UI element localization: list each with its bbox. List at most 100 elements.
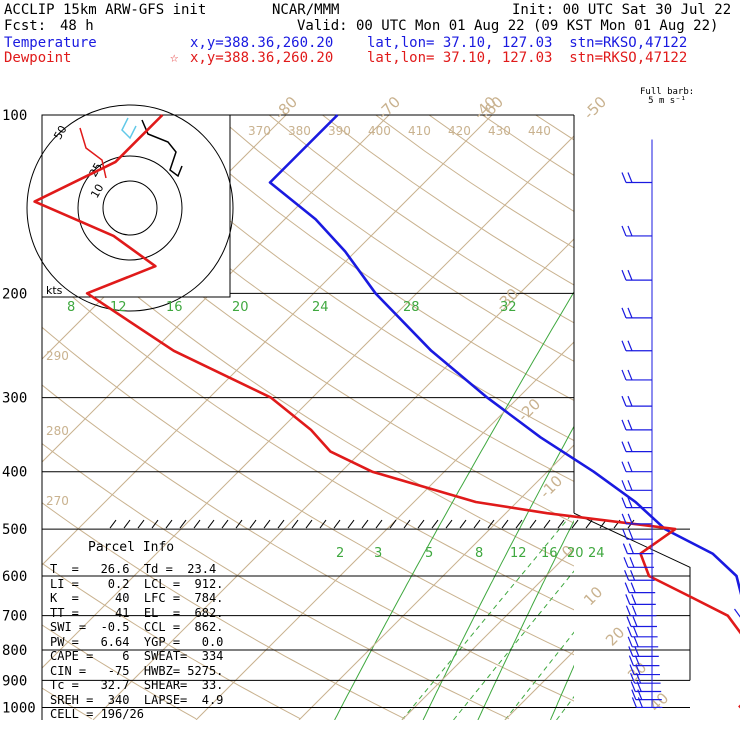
wind-barb-flag: [626, 616, 632, 627]
parcel-info-row: K = 40 LFC = 784.: [50, 591, 224, 605]
hatch-mark: [319, 519, 327, 529]
temperature-profile-line: [268, 114, 740, 596]
parcel-info-row: SREH = 340 LAPSE= 4.9: [50, 692, 224, 707]
mixing-ratio-label: 3: [374, 546, 382, 561]
theta-label: 440: [528, 124, 551, 138]
wind-barb-flag: [637, 689, 643, 700]
wind-barb-flag: [631, 697, 637, 708]
wind-barb-flag: [629, 664, 635, 675]
wind-barb-flag: [627, 269, 633, 281]
isotherm-label: -70: [374, 93, 404, 123]
parcel-info-row: CAPE = 6 SWEAT= 334: [50, 649, 224, 663]
wind-barb-flag: [630, 681, 636, 692]
init-time: Init: 00 UTC Sat 30 Jul 22: [512, 2, 732, 18]
hatch-mark: [137, 519, 145, 529]
wind-barb-flag: [627, 225, 633, 237]
hatch-mark: [193, 519, 201, 529]
theta-label: 280: [46, 424, 69, 438]
theta-label: 270: [46, 494, 69, 508]
dry-adiabat-line: [428, 115, 574, 213]
wind-barb-flag: [621, 225, 627, 237]
isotherms: [42, 115, 740, 720]
wind-barb-flag: [621, 497, 627, 508]
wind-barb-flag: [627, 369, 633, 381]
hatch-mark: [501, 519, 509, 529]
parcel-info-row: SWI = -0.5 CCL = 862.: [50, 620, 224, 634]
wind-barb-flag: [636, 681, 642, 692]
moist-adiabat-line: [608, 472, 740, 720]
mixing-ratio-label: 16: [166, 300, 183, 315]
isotherm-label: 10: [580, 583, 606, 609]
hatch-mark: [235, 519, 243, 529]
hatch-mark: [585, 519, 593, 529]
dry-adiabat-line: [42, 384, 574, 702]
pressure-tick-label: 500: [2, 522, 27, 538]
parcel-info-row: T = 26.6 Td = 23.4: [50, 562, 217, 576]
theta-label: 370: [248, 124, 271, 138]
moist-adiabat-line: [401, 510, 574, 720]
hatch-mark: [109, 519, 117, 529]
hodograph-ring-label: 10: [88, 182, 106, 201]
hatch-mark: [305, 519, 313, 529]
isotherm-line: [42, 115, 493, 566]
wind-barb-flag: [632, 616, 638, 627]
hatch-mark: [277, 519, 285, 529]
wind-barb-flag: [621, 307, 627, 319]
wind-barb-flag: [627, 636, 633, 648]
wind-barb-flag: [627, 497, 633, 508]
hatch-mark: [151, 519, 159, 529]
mixing-ratio-label: 20: [567, 546, 584, 561]
mixing-ratio-label: 8: [475, 546, 483, 561]
wind-barb-flag: [621, 480, 627, 491]
hatch-mark: [389, 519, 397, 529]
wind-barb-flag: [637, 697, 643, 708]
wind-barb-flag: [627, 513, 633, 525]
hatch-mark: [207, 519, 215, 529]
isotherm-line: [711, 115, 740, 720]
wind-barb-flag: [629, 557, 635, 568]
mixing-ratio-line: [477, 519, 574, 720]
pressure-tick-label: 800: [2, 643, 27, 659]
mixing-ratio-line: [621, 115, 740, 720]
fcst-label: Fcst:: [4, 18, 47, 34]
mixing-ratio-label: 24: [588, 546, 605, 561]
mixing-ratio-label: 2: [336, 546, 344, 561]
hatch-mark: [375, 519, 383, 529]
isotherm-label: 40: [646, 689, 672, 715]
wind-barbs: [621, 139, 663, 709]
hatch-mark: [529, 519, 537, 529]
hatch-mark: [221, 519, 229, 529]
wind-barb-flag: [625, 594, 631, 605]
mixing-ratio-label: 24: [312, 300, 329, 315]
mixing-ratio-label: 20: [232, 300, 249, 315]
wind-barb-flag: [628, 646, 634, 657]
pressure-tick-label: 100: [2, 108, 27, 124]
dry-adiabat-line: [42, 326, 574, 656]
hodograph-ring: [77, 155, 183, 261]
mixing-ratio-label: 12: [510, 546, 527, 561]
wind-barb-flag: [630, 672, 636, 684]
parcel-info-row: TT = 41 EL = 682.: [50, 605, 224, 620]
hatch-mark: [431, 519, 439, 529]
hodograph-frame: [41, 114, 231, 298]
isotherm-line: [401, 547, 574, 720]
hatch-mark: [179, 519, 187, 529]
wind-barb-flag: [633, 626, 639, 638]
pressure-tick-label: 900: [2, 673, 27, 689]
hodograph-ring-label: 50: [51, 123, 69, 142]
pressure-tick-label: 600: [2, 569, 27, 585]
hatch-mark: [557, 519, 565, 529]
wind-barb-flag: [621, 269, 627, 281]
hodograph-ring: [26, 104, 234, 312]
wind-barb-flag: [627, 441, 633, 452]
full-barb-legend: Full barb: 5 m s⁻¹: [640, 88, 694, 106]
theta-label: 390: [328, 124, 351, 138]
dry-adiabat-line: [162, 115, 574, 402]
wind-barb-flag: [628, 528, 634, 540]
hodograph-trace-mid: [141, 119, 183, 178]
isotherm-line: [195, 341, 574, 720]
wind-barb-flag: [627, 419, 633, 431]
wind-barb-flag: [627, 340, 633, 351]
wind-barb-flag: [634, 646, 640, 657]
full-barb-label: Full barb:: [640, 87, 695, 97]
